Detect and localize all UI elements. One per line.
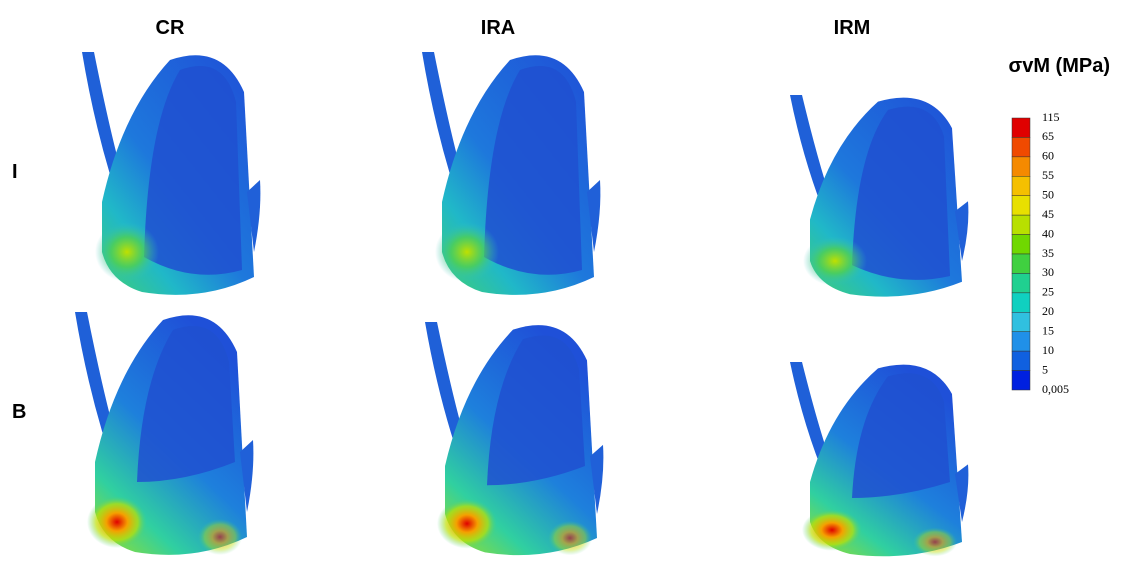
color-swatch	[1012, 118, 1030, 137]
model-image	[422, 52, 600, 295]
legend-label: 115	[1042, 110, 1060, 124]
legend: 115 65 60 55 50 45 40 35 30 25 20 15 10 5 0,005	[1012, 110, 1069, 396]
legend-label: 30	[1042, 265, 1054, 279]
model-image	[75, 312, 253, 555]
color-swatch	[1012, 332, 1030, 351]
row-label: B	[12, 401, 26, 423]
color-swatch	[1012, 371, 1030, 390]
color-swatch	[1012, 176, 1030, 195]
color-swatch	[1012, 351, 1030, 370]
color-swatch	[1012, 235, 1030, 254]
legend-label: 15	[1042, 323, 1054, 337]
legend-label: 10	[1042, 343, 1054, 357]
legend-label: 5	[1042, 362, 1048, 376]
legend-label: 50	[1042, 187, 1054, 201]
legend-label: 60	[1042, 149, 1054, 163]
column-label: IRA	[481, 17, 515, 39]
color-swatch	[1012, 157, 1030, 176]
legend-label: 45	[1042, 207, 1054, 221]
color-swatch	[1012, 196, 1030, 215]
color-swatch	[1012, 293, 1030, 312]
model-image	[790, 95, 968, 297]
legend-label: 55	[1042, 168, 1054, 182]
column-label: IRM	[834, 17, 871, 39]
model-image	[425, 322, 603, 555]
color-swatch	[1012, 137, 1030, 156]
legend-title: σvM (MPa)	[1009, 55, 1110, 77]
row-label: I	[12, 161, 18, 183]
model-image	[82, 52, 260, 295]
legend-label: 20	[1042, 304, 1054, 318]
color-swatch	[1012, 312, 1030, 331]
legend-label: 40	[1042, 226, 1054, 240]
legend-label: 25	[1042, 285, 1054, 299]
figure: CR IRA IRM I B σvM (MPa) 115 65 60 55 50 45 40…	[0, 0, 1124, 570]
legend-label: 0,005	[1042, 382, 1069, 396]
model-image	[790, 362, 968, 556]
color-swatch	[1012, 254, 1030, 273]
column-label: CR	[156, 17, 185, 39]
color-swatch	[1012, 215, 1030, 234]
legend-label: 35	[1042, 246, 1054, 260]
legend-label: 65	[1042, 129, 1054, 143]
color-swatch	[1012, 273, 1030, 292]
